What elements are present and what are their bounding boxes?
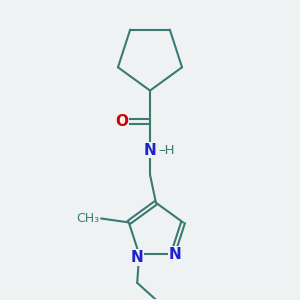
Text: –H: –H (158, 143, 175, 157)
Text: N: N (131, 250, 144, 265)
Text: O: O (115, 114, 128, 129)
Text: N: N (144, 142, 156, 158)
Text: N: N (168, 247, 181, 262)
Text: CH₃: CH₃ (76, 212, 99, 225)
